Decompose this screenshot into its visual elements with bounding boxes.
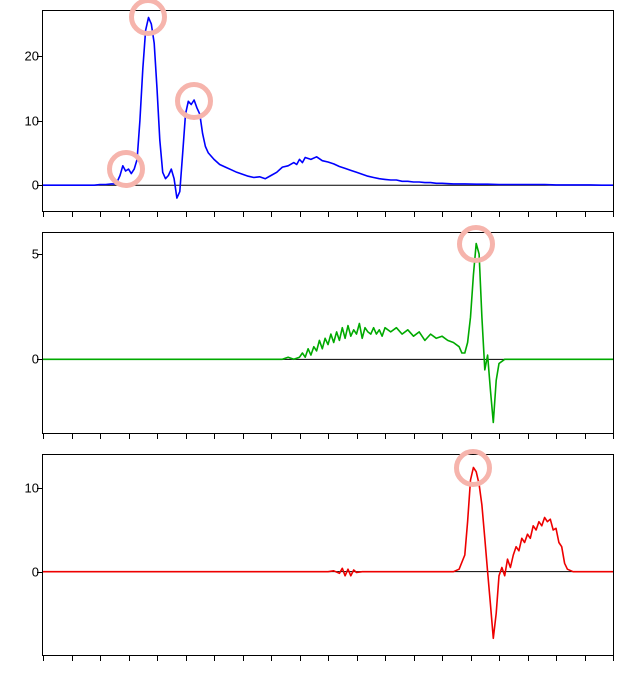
xtick-mark: [357, 433, 358, 439]
xtick-mark: [414, 655, 415, 661]
xtick-mark: [556, 655, 557, 661]
xtick-mark: [271, 211, 272, 217]
xtick-mark: [157, 655, 158, 661]
xtick-mark: [186, 211, 187, 217]
xtick-mark: [442, 655, 443, 661]
xtick-mark: [300, 211, 301, 217]
xtick-mark: [186, 433, 187, 439]
xtick-mark: [613, 433, 614, 439]
xtick-mark: [385, 655, 386, 661]
trace-blue-line: [43, 18, 613, 199]
xtick-mark: [528, 433, 529, 439]
xtick-mark: [300, 655, 301, 661]
trace-blue-panel: 01020: [42, 10, 612, 210]
xtick-mark: [43, 655, 44, 661]
xtick-mark: [300, 433, 301, 439]
xtick-mark: [100, 655, 101, 661]
xtick-mark: [385, 433, 386, 439]
xtick-mark: [357, 211, 358, 217]
xtick-mark: [471, 655, 472, 661]
xtick-mark: [328, 433, 329, 439]
xtick-mark: [442, 211, 443, 217]
xtick-mark: [414, 211, 415, 217]
xtick-mark: [72, 211, 73, 217]
xtick-mark: [385, 211, 386, 217]
xtick-mark: [528, 211, 529, 217]
xtick-mark: [129, 211, 130, 217]
xtick-mark: [499, 211, 500, 217]
xtick-mark: [72, 433, 73, 439]
xtick-mark: [471, 433, 472, 439]
xtick-mark: [556, 433, 557, 439]
xtick-mark: [585, 433, 586, 439]
xtick-mark: [100, 211, 101, 217]
trace-red-svg: [43, 455, 613, 655]
xtick-mark: [157, 433, 158, 439]
xtick-mark: [214, 655, 215, 661]
xtick-mark: [556, 211, 557, 217]
xtick-mark: [499, 433, 500, 439]
xtick-mark: [243, 433, 244, 439]
trace-red-line: [43, 468, 613, 639]
trace-red-panel: 010: [42, 454, 612, 654]
trace-blue-plot-area: 01020: [42, 10, 614, 212]
xtick-mark: [471, 211, 472, 217]
xtick-mark: [129, 655, 130, 661]
xtick-mark: [214, 211, 215, 217]
xtick-mark: [157, 211, 158, 217]
xtick-mark: [414, 433, 415, 439]
xtick-mark: [100, 433, 101, 439]
xtick-mark: [328, 211, 329, 217]
xtick-mark: [271, 433, 272, 439]
xtick-mark: [43, 211, 44, 217]
figure: 0102005010: [10, 10, 608, 654]
trace-red-plot-area: 010: [42, 454, 614, 656]
trace-blue-svg: [43, 11, 613, 211]
xtick-mark: [442, 433, 443, 439]
xtick-mark: [585, 655, 586, 661]
xtick-mark: [43, 433, 44, 439]
xtick-mark: [243, 655, 244, 661]
trace-green-svg: [43, 233, 613, 433]
trace-green-line: [43, 244, 613, 423]
xtick-mark: [585, 211, 586, 217]
xtick-mark: [613, 211, 614, 217]
xtick-mark: [186, 655, 187, 661]
xtick-mark: [357, 655, 358, 661]
xtick-mark: [243, 211, 244, 217]
trace-green-panel: 05: [42, 232, 612, 432]
xtick-mark: [499, 655, 500, 661]
xtick-mark: [129, 433, 130, 439]
xtick-mark: [328, 655, 329, 661]
xtick-mark: [214, 433, 215, 439]
xtick-mark: [613, 655, 614, 661]
trace-green-plot-area: 05: [42, 232, 614, 434]
xtick-mark: [528, 655, 529, 661]
xtick-mark: [271, 655, 272, 661]
xtick-mark: [72, 655, 73, 661]
